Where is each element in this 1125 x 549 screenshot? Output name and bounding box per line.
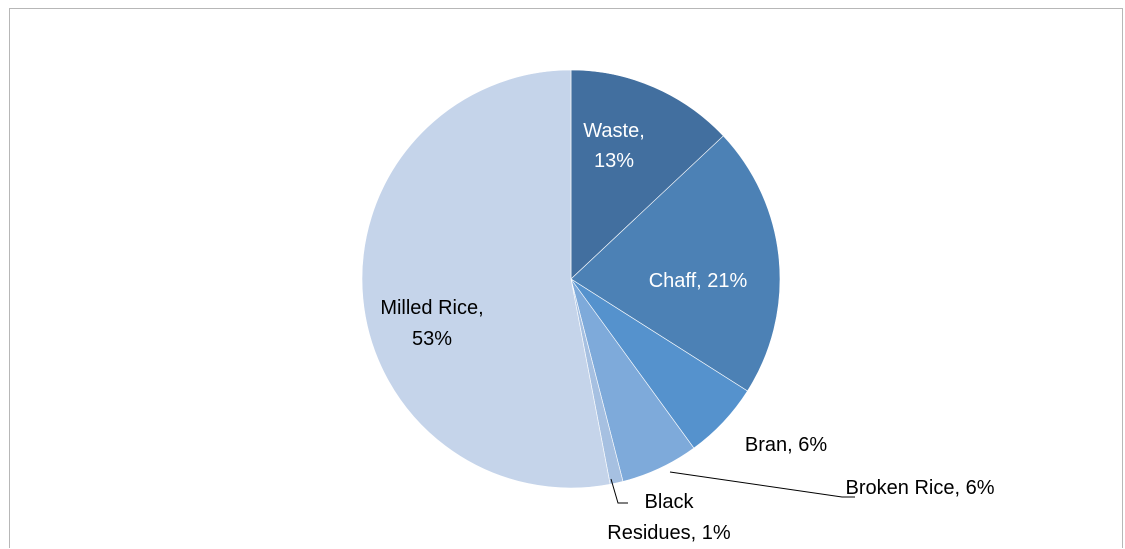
data-label-chaff: Chaff, 21% [649,270,748,292]
leader-line-broken-rice [669,471,855,498]
data-label-black-residues: Black Residues, 1% [607,491,731,544]
data-label-broken-rice: Broken Rice, 6% [846,477,995,499]
pie-slice-chaff [570,135,781,392]
data-label-milled-rice: Milled Rice, 53% [380,297,483,350]
data-label-waste: Waste, 13% [583,120,645,172]
pie-slice-milled-rice [361,69,611,489]
data-label-bran: Bran, 6% [745,434,827,456]
pie-slice-waste [570,69,724,280]
chart-area: Waste, 13% Chaff, 21% Bran, 6% Broken Rice, … [9,8,1123,548]
pie-chart: Waste, 13% Chaff, 21% Bran, 6% Broken Rice, … [361,69,995,544]
leader-line-black-residues [610,478,628,504]
